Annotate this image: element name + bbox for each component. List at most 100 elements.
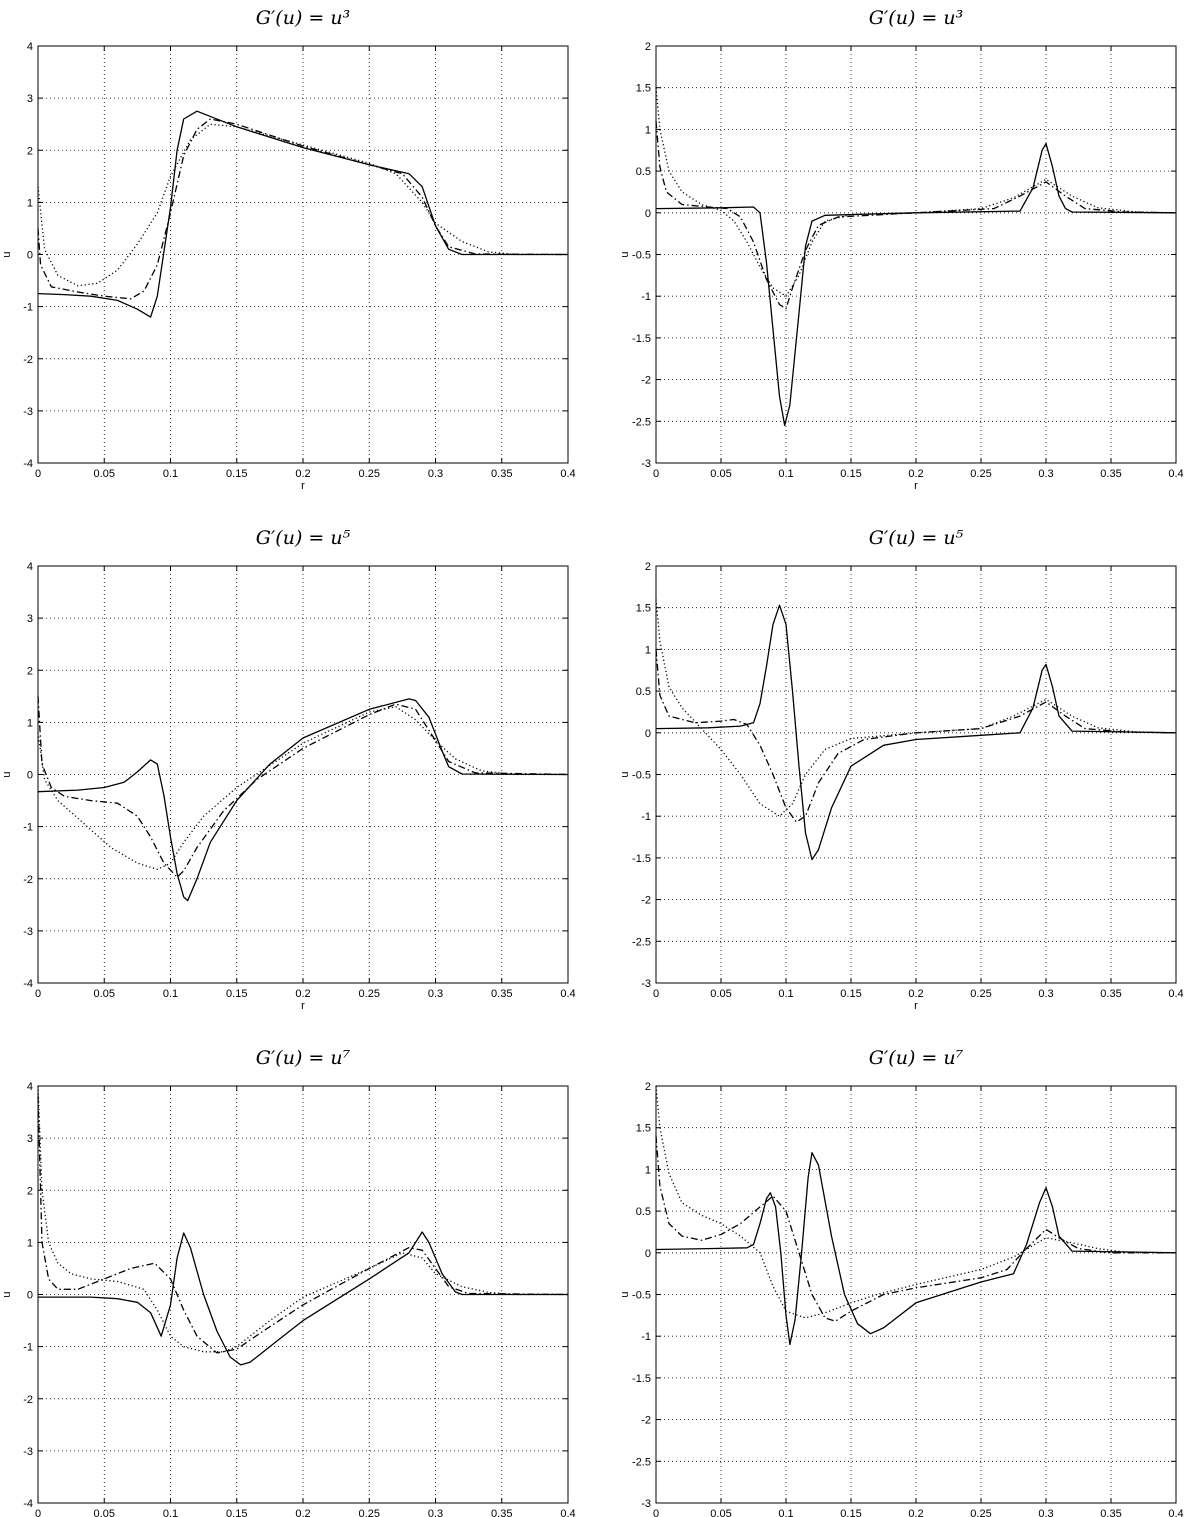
x-tick-label: 0.05	[94, 988, 115, 1000]
x-tick-label: 0.15	[226, 1508, 247, 1517]
y-tick-label: 4	[27, 561, 33, 573]
y-axis-label: u	[619, 771, 631, 777]
y-tick-label: 1	[27, 717, 33, 729]
x-tick-label: 0.25	[359, 1508, 380, 1517]
x-tick-label: 0.05	[710, 468, 731, 480]
x-axis-label: r	[914, 1000, 918, 1012]
series-solid-line	[37, 698, 569, 902]
x-tick-label: 0.35	[1100, 1508, 1121, 1517]
panel-title: G′(u) = u⁵	[869, 527, 964, 549]
y-tick-label: 0	[27, 770, 33, 782]
x-tick-label: 0.2	[908, 468, 923, 480]
x-tick-label: 0.15	[226, 988, 247, 1000]
y-tick-label: -2	[641, 1415, 651, 1427]
y-tick-label: 1.5	[636, 1123, 651, 1135]
panel-title: G′(u) = u⁷	[256, 1047, 351, 1069]
y-tick-label: -1	[23, 822, 33, 834]
x-tick-label: 0.1	[778, 468, 793, 480]
y-tick-label: 1	[27, 1237, 33, 1249]
y-tick-label: -3	[23, 926, 33, 938]
x-tick-label: 0.15	[840, 988, 861, 1000]
y-tick-label: 0	[27, 1290, 33, 1302]
panel-3: G′(u) = u⁵ 0 0.05 0.1 0.15 0.2 0.25 0.3 0.35 0.4 -…	[1, 527, 576, 1012]
y-axis-label: u	[619, 1291, 631, 1297]
panel-1: G′(u) = u³ 0 0.05 0.1 0.15 0.2 0.25 0.3 0.35 0.4 -…	[1, 7, 576, 492]
y-tick-label: 2	[27, 1185, 33, 1197]
x-tick-label: 0	[653, 1508, 659, 1517]
x-tick-label: 0.35	[491, 988, 512, 1000]
y-tick-label: -0.5	[632, 1290, 651, 1302]
x-tick-label: 0.15	[226, 468, 247, 480]
x-tick-label: 0.3	[428, 1508, 443, 1517]
panel-title: G′(u) = u³	[256, 7, 350, 29]
y-tick-label: -3	[641, 1498, 651, 1510]
x-tick-label: 0.35	[491, 1508, 512, 1517]
series-solid-line	[655, 142, 1177, 427]
series-solid-line	[38, 1231, 568, 1366]
y-tick-label: -1.5	[632, 853, 651, 865]
panel-2: G′(u) = u³ 0 0.05 0.1 0.15 0.2 0.25 0.3 0.35 0.4 -…	[619, 7, 1184, 492]
x-tick-label: 0	[653, 988, 659, 1000]
y-tick-label: -1	[641, 291, 651, 303]
x-tick-label: 0	[35, 1508, 41, 1517]
y-axis-label: u	[1, 771, 13, 777]
series-solid-line	[655, 1152, 1177, 1346]
x-tick-label: 0.1	[163, 988, 178, 1000]
series-dotted-line	[655, 1085, 1177, 1319]
y-tick-label: -1	[641, 1331, 651, 1343]
x-tick-label: 0.25	[970, 468, 991, 480]
x-axis-label: r	[914, 480, 918, 492]
x-tick-label: 0.05	[710, 1508, 731, 1517]
plot-frame	[37, 45, 569, 464]
x-tick-label: 0	[35, 468, 41, 480]
x-tick-label: 0.3	[1038, 1508, 1053, 1517]
x-tick-label: 0.3	[1038, 468, 1053, 480]
y-tick-label: -1	[641, 811, 651, 823]
series-dotted-line	[37, 706, 568, 871]
y-tick-label: -1	[23, 302, 33, 314]
y-tick-label: 2	[27, 665, 33, 677]
y-tick-label: 4	[27, 1081, 33, 1093]
x-tick-label: 0.3	[1038, 988, 1053, 1000]
y-tick-label: 1.5	[636, 83, 651, 95]
y-tick-label: 2	[645, 561, 651, 573]
y-tick-label: 1	[645, 1164, 651, 1176]
x-tick-label: 0.05	[710, 988, 731, 1000]
x-tick-label: 0.1	[163, 1508, 178, 1517]
y-tick-label: 4	[27, 41, 33, 53]
x-tick-label: 0.4	[1168, 468, 1183, 480]
x-tick-label: 0.25	[970, 988, 991, 1000]
y-axis-label: u	[1, 1291, 13, 1297]
series-dashdot-line	[37, 696, 569, 878]
x-tick-label: 0.2	[908, 988, 923, 1000]
x-tick-label: 0.05	[94, 1508, 115, 1517]
y-tick-label: 3	[27, 613, 33, 625]
panel-title: G′(u) = u⁵	[256, 527, 351, 549]
plot-frame	[37, 565, 569, 984]
y-tick-label: 2	[645, 1081, 651, 1093]
y-tick-label: -2.5	[632, 416, 651, 428]
x-tick-label: 0.25	[359, 468, 380, 480]
y-axis-label: u	[1, 251, 13, 257]
x-tick-label: 0.1	[778, 988, 793, 1000]
y-tick-label: -4	[23, 978, 33, 990]
series-dotted-line	[655, 599, 1177, 817]
y-tick-label: -1.5	[632, 1373, 651, 1385]
y-tick-label: 1	[645, 644, 651, 656]
x-tick-label: 0.4	[560, 988, 575, 1000]
y-tick-label: 0	[27, 250, 33, 262]
x-tick-label: 0.2	[295, 468, 310, 480]
x-tick-label: 0	[35, 988, 41, 1000]
plot-frame	[655, 565, 1177, 984]
x-tick-label: 0.4	[560, 468, 575, 480]
panel-6: G′(u) = u⁷ 0 0.05 0.1 0.15 0.2 0.25 0.3 0.35 0.4 -…	[619, 1047, 1184, 1517]
plot-frame	[655, 1085, 1177, 1504]
x-tick-label: 0.4	[560, 1508, 575, 1517]
y-tick-label: 1	[27, 197, 33, 209]
y-tick-label: 2	[645, 41, 651, 53]
y-axis-label: u	[619, 251, 631, 257]
y-tick-label: -1.5	[632, 333, 651, 345]
x-axis-label: r	[301, 1000, 305, 1012]
x-tick-label: 0.2	[295, 1508, 310, 1517]
